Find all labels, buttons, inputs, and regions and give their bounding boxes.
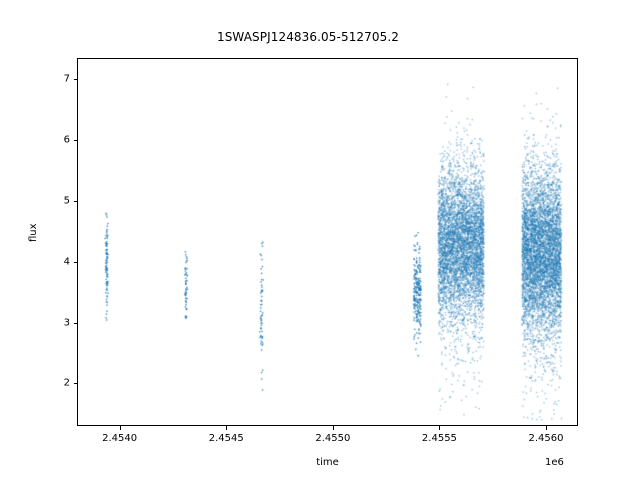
x-tick-mark [332, 426, 334, 430]
x-tick-label: 2.4550 [315, 433, 351, 444]
chart-title-text: 1SWASPJ124836.05-512705.2 [216, 30, 400, 44]
y-tick-label: 4 [63, 256, 70, 268]
y-tick-mark [73, 79, 77, 81]
x-axis-offset-label: 1e6 [545, 457, 564, 468]
y-tick-label: 2 [63, 377, 70, 389]
y-tick-label: 3 [63, 317, 70, 329]
y-tick-mark [73, 140, 77, 142]
scatter-data-canvas [78, 59, 577, 425]
y-tick-mark [73, 200, 77, 202]
x-tick-mark [119, 426, 121, 430]
x-tick-label: 2.4545 [208, 433, 244, 444]
y-tick-label: 7 [63, 73, 70, 85]
y-tick-mark [73, 261, 77, 263]
y-tick-label: 6 [63, 134, 70, 146]
plot-axes-area [77, 58, 578, 426]
y-tick-mark [73, 383, 77, 385]
x-tick-label: 2.4560 [528, 433, 564, 444]
x-tick-mark [546, 426, 548, 430]
y-tick-label: 5 [63, 195, 70, 207]
y-axis-label: flux [28, 223, 39, 242]
x-tick-label: 2.4555 [421, 433, 457, 444]
y-tick-mark [73, 322, 77, 324]
chart-title: 1SWASPJ124836.05-512705.2 [0, 30, 640, 44]
x-tick-mark [439, 426, 441, 430]
x-axis-label: time [316, 457, 339, 468]
x-tick-label: 2.4540 [102, 433, 138, 444]
x-tick-mark [226, 426, 228, 430]
